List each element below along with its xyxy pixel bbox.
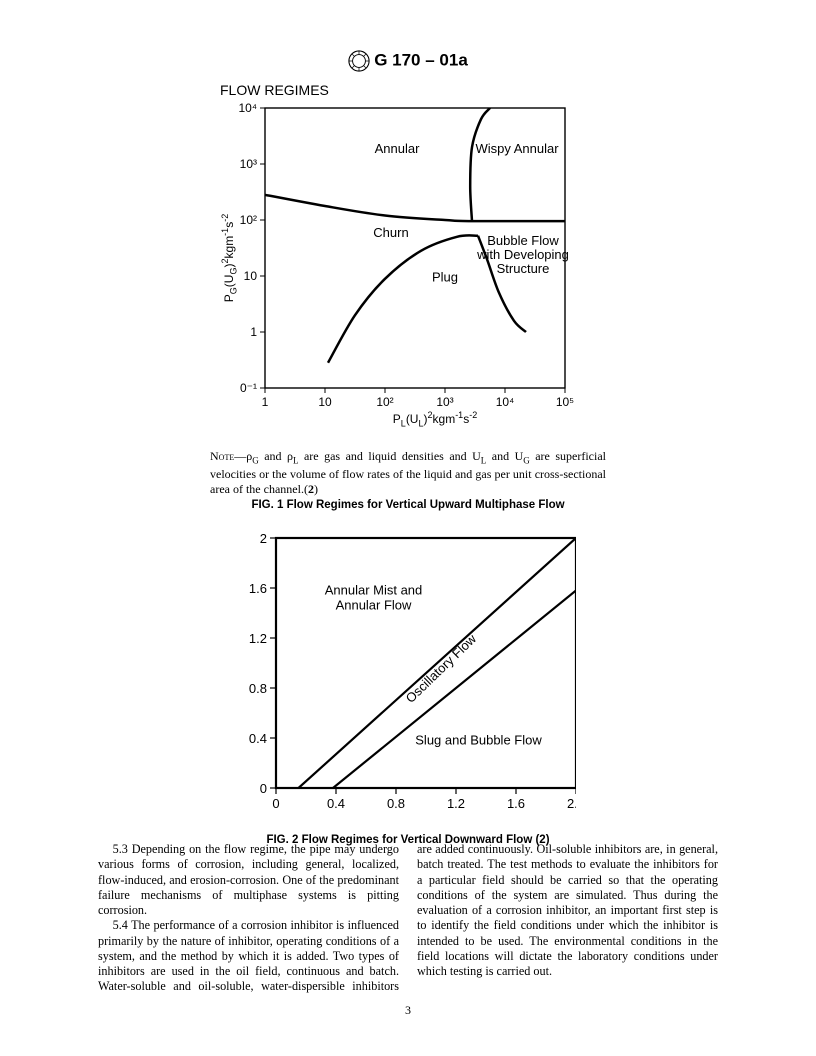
svg-text:10⁴: 10⁴ bbox=[238, 101, 257, 115]
page-header: G 170 – 01a bbox=[0, 50, 816, 72]
paragraph-5-3: 5.3 Depending on the flow regime, the pi… bbox=[98, 842, 399, 918]
svg-text:Annular Mist and: Annular Mist and bbox=[325, 582, 423, 597]
svg-text:0: 0 bbox=[272, 796, 279, 811]
svg-text:0.8: 0.8 bbox=[249, 681, 267, 696]
figure-1: FLOW REGIMES 1 10 10² 10³ 10⁴ 10⁵ 0⁻¹ 1 10 10² 10³… bbox=[210, 82, 606, 511]
svg-text:Churn: Churn bbox=[373, 225, 408, 240]
svg-text:2.0: 2.0 bbox=[567, 796, 576, 811]
svg-text:1.6: 1.6 bbox=[249, 581, 267, 596]
svg-text:10⁴: 10⁴ bbox=[496, 395, 515, 409]
svg-text:1.2: 1.2 bbox=[249, 631, 267, 646]
svg-text:with Developing: with Developing bbox=[476, 247, 569, 262]
svg-text:10²: 10² bbox=[240, 213, 257, 227]
svg-text:10³: 10³ bbox=[240, 157, 257, 171]
svg-text:0.4: 0.4 bbox=[327, 796, 345, 811]
page-number: 3 bbox=[0, 1003, 816, 1018]
svg-text:0.4: 0.4 bbox=[249, 731, 267, 746]
svg-text:Annular: Annular bbox=[375, 141, 420, 156]
svg-text:1.6: 1.6 bbox=[507, 796, 525, 811]
svg-text:10: 10 bbox=[318, 395, 332, 409]
svg-text:10³: 10³ bbox=[436, 395, 453, 409]
svg-text:2: 2 bbox=[260, 531, 267, 546]
svg-text:Structure: Structure bbox=[497, 261, 550, 276]
svg-text:1.2: 1.2 bbox=[447, 796, 465, 811]
svg-text:1: 1 bbox=[250, 325, 257, 339]
body-text: 5.3 Depending on the flow regime, the pi… bbox=[98, 842, 718, 995]
svg-text:0: 0 bbox=[260, 781, 267, 796]
figure-1-chart: 11010²10³10⁴10⁵0⁻¹11010²10³10⁴PL(UL)2kgm… bbox=[210, 98, 606, 438]
figure-1-title: FLOW REGIMES bbox=[220, 82, 606, 98]
svg-text:Slug and Bubble Flow: Slug and Bubble Flow bbox=[415, 732, 542, 747]
svg-text:Bubble Flow: Bubble Flow bbox=[487, 233, 559, 248]
svg-text:Wispy Annular: Wispy Annular bbox=[475, 141, 559, 156]
figure-1-note: Note—ρG and ρL are gas and liquid densit… bbox=[210, 449, 606, 497]
standard-id: G 170 – 01a bbox=[374, 50, 468, 69]
svg-text:0⁻¹: 0⁻¹ bbox=[240, 381, 257, 395]
svg-text:Annular Flow: Annular Flow bbox=[336, 597, 412, 612]
svg-text:10²: 10² bbox=[376, 395, 393, 409]
figure-1-caption: FIG. 1 Flow Regimes for Vertical Upward … bbox=[210, 499, 606, 511]
page: G 170 – 01a FLOW REGIMES 11010²10³10⁴10⁵… bbox=[0, 0, 816, 1056]
svg-text:Plug: Plug bbox=[432, 270, 458, 285]
figure-2-chart: 0 0.4 0.8 1.2 1.6 2.0 0 0.4 0.8 1.2 1.6 2 Annular Mi… bbox=[240, 530, 576, 825]
svg-text:1: 1 bbox=[262, 395, 269, 409]
svg-text:10: 10 bbox=[244, 269, 258, 283]
svg-text:0.8: 0.8 bbox=[387, 796, 405, 811]
astm-logo-icon bbox=[348, 50, 370, 72]
svg-text:10⁵: 10⁵ bbox=[556, 395, 574, 409]
svg-text:Oscillatory Flow: Oscillatory Flow bbox=[403, 631, 480, 706]
figure-2: 0 0.4 0.8 1.2 1.6 2.0 0 0.4 0.8 1.2 1.6 2 Annular Mi… bbox=[240, 530, 576, 846]
